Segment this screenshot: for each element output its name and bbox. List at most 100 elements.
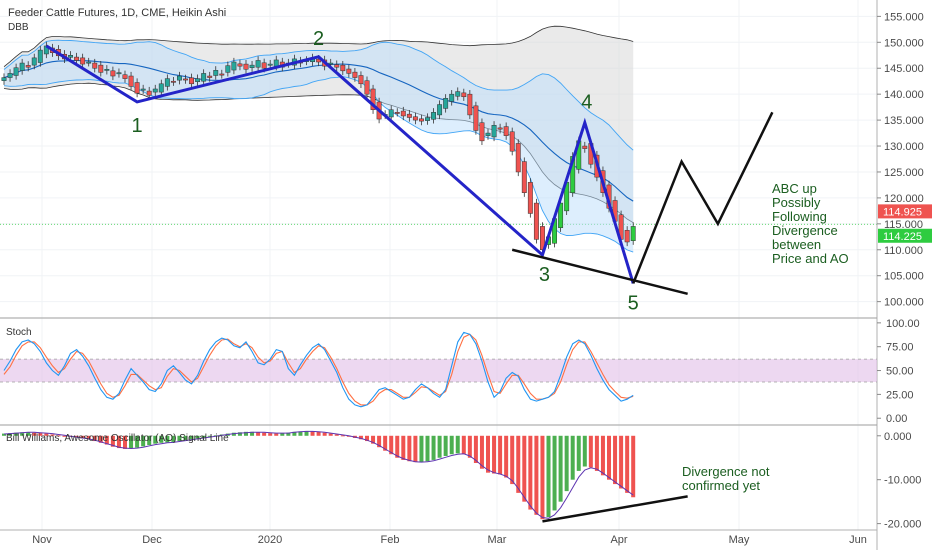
ao-bar [600,435,605,476]
ao-bar [413,435,418,463]
candle-body [92,62,98,69]
ao-bar [165,435,170,443]
price-tick-label: 155.000 [884,11,924,23]
candle-body [189,77,195,85]
ao-bar [237,432,242,436]
price-tick-label: 130.000 [884,141,924,153]
stoch-d-line [3,333,634,406]
ao-bar [147,435,152,446]
candle-body [158,83,164,93]
ao-bar [461,435,466,455]
ao-bar [607,435,611,480]
abc-line-6: Price and AO [772,251,849,266]
candle-body [183,78,188,81]
ao-bar [286,432,291,436]
inner-band-lower [3,76,634,253]
ao-bar [280,433,285,436]
price-tick-label: 145.000 [884,63,924,75]
ao-bar [231,432,236,436]
candle-body [122,74,128,79]
candle-body [201,73,207,82]
inner-band-upper [3,39,634,151]
wave-label-2: 2 [313,28,324,50]
candle-body [7,73,13,78]
time-tick-label: Jun [849,534,867,546]
time-tick-label: Feb [381,534,400,546]
time-tick-label: 2020 [258,534,282,546]
candle-body [98,64,104,73]
candle-body [207,75,213,78]
ao-bar [135,435,140,448]
candle-body [19,62,25,71]
price-axis[interactable]: 155.000 150.000 145.000 140.000 135.000 130.0… [877,11,932,531]
ao-bar [62,435,67,437]
price-tick-label: 140.000 [884,89,924,101]
candle-body [340,64,346,72]
candle-body [80,57,86,65]
ao-bar [467,435,472,458]
ao-bar [522,435,527,502]
ao-bar [540,435,545,520]
candle-body [455,91,461,97]
candle-body [86,61,92,64]
stoch-k-line [3,331,634,408]
ao-bar [546,435,551,518]
candle-body [503,126,509,136]
candle-body [25,65,31,68]
ao-bar [110,435,115,447]
candle-body [255,60,261,68]
stoch-band [0,359,877,382]
candle-body [225,65,231,73]
candle-body [509,131,515,152]
ao-bar [268,433,273,436]
candle-body [406,113,412,118]
candle-body [37,49,43,63]
candle-body [449,93,455,102]
ao-bar [56,435,61,437]
ao-tick-label: -10.000 [884,475,921,487]
ao-bar [129,435,134,449]
ao-bar [576,435,581,471]
candle-body [370,88,376,110]
ao-bar [328,433,333,436]
wave-count: 1 2 3 4 5 [45,28,774,314]
ao-bar [365,435,369,442]
abc-projection-line [632,111,774,284]
ao-bar [189,435,194,440]
time-axis[interactable]: Nov Dec 2020 Feb Mar Apr May Jun [32,534,867,546]
ao-bar [244,431,248,436]
stoch-pane [0,331,877,408]
ao-bar [401,435,406,460]
ao-bar [80,435,85,439]
ao-bar [183,435,188,441]
ao-bar [92,435,97,442]
ao-bar [389,435,394,455]
ao-bar [171,435,176,442]
ao-bar [498,435,503,475]
candle-body [74,56,80,61]
candle-body [249,64,255,68]
abc-line-5: between [772,237,821,252]
ao-bar [395,435,400,458]
ao-bar [419,435,424,463]
ao-bar [153,435,158,444]
price-tick-label: 120.000 [884,193,924,205]
wave-label-1: 1 [132,115,143,137]
ao-label: Bill Williams, Awesome Oscillator (AO) S… [6,433,229,444]
ao-bar [486,435,490,473]
ao-bar [516,435,521,493]
candle-body [533,202,539,240]
ao-bar [104,435,109,445]
ao-bar [123,435,127,449]
candle-body [177,75,182,81]
ao-bar [443,435,448,456]
ao-bar [304,430,309,436]
stoch-tick-label: 25.00 [886,389,914,401]
ao-bar [316,431,321,436]
candle-body [334,64,340,68]
ao-signal-line [3,430,634,519]
ao-bar [159,435,164,443]
ao-bar [564,435,569,492]
ao-bar [2,433,6,436]
